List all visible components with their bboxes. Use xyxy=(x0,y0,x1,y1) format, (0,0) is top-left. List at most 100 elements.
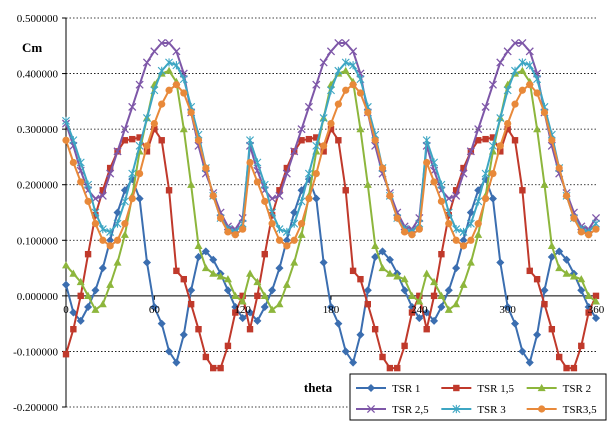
data-point xyxy=(320,142,328,150)
data-point xyxy=(201,263,210,272)
data-point xyxy=(260,302,269,311)
data-point xyxy=(91,220,100,228)
data-point xyxy=(423,158,431,167)
data-point xyxy=(386,192,394,200)
data-point xyxy=(379,353,386,361)
data-point xyxy=(511,100,519,108)
data-point xyxy=(540,108,549,117)
data-point xyxy=(268,286,277,295)
data-point xyxy=(341,66,350,74)
legend-label: TSR 2 xyxy=(563,383,591,395)
data-point xyxy=(511,319,520,328)
data-point xyxy=(335,137,342,144)
data-point xyxy=(533,125,542,133)
data-point xyxy=(349,61,358,70)
data-point xyxy=(297,220,306,228)
data-point xyxy=(312,194,321,203)
data-point xyxy=(459,169,468,178)
data-point xyxy=(157,319,166,328)
data-point xyxy=(179,330,188,339)
data-point xyxy=(475,137,482,144)
data-point xyxy=(327,119,335,128)
data-point xyxy=(282,227,291,237)
data-point xyxy=(386,364,394,372)
data-point xyxy=(578,342,585,350)
data-point xyxy=(385,269,394,277)
data-point xyxy=(217,364,224,372)
legend-label: TSR 3 xyxy=(477,404,506,416)
data-point xyxy=(246,308,255,317)
data-point xyxy=(466,208,475,217)
data-point xyxy=(555,263,564,272)
data-point xyxy=(423,326,430,333)
data-point xyxy=(76,158,85,167)
data-point xyxy=(327,86,335,95)
data-point xyxy=(232,309,239,316)
data-point xyxy=(282,169,291,178)
data-point xyxy=(585,309,592,316)
data-point xyxy=(466,258,475,266)
data-point xyxy=(481,195,490,203)
legend-marker xyxy=(453,384,460,392)
data-point xyxy=(128,195,136,203)
data-point xyxy=(283,242,291,250)
data-point xyxy=(496,113,505,123)
data-point xyxy=(474,197,483,206)
data-point xyxy=(356,75,365,84)
data-point xyxy=(223,275,232,283)
data-point xyxy=(312,141,321,150)
data-point xyxy=(393,214,401,222)
data-point xyxy=(282,280,291,288)
data-point xyxy=(570,214,578,222)
data-point xyxy=(385,255,394,264)
data-point xyxy=(525,61,534,70)
data-point xyxy=(400,275,409,283)
data-point xyxy=(187,108,195,117)
y-tick-label: 0.200000 xyxy=(17,180,59,192)
data-point xyxy=(474,220,482,228)
data-point xyxy=(585,231,593,239)
data-point xyxy=(216,214,225,222)
data-point xyxy=(357,275,364,283)
tick-labels: -0.200000 -0.100000 0.000000 0.100000 0.2000… xyxy=(13,13,605,414)
data-point xyxy=(91,305,100,313)
data-point xyxy=(128,102,137,111)
data-point xyxy=(415,314,424,323)
data-point xyxy=(540,286,549,295)
data-point xyxy=(261,250,268,258)
data-point xyxy=(349,267,357,275)
data-point xyxy=(474,125,483,134)
data-point xyxy=(326,47,336,56)
data-point xyxy=(511,66,520,75)
legend-item: TSR 3 xyxy=(441,404,506,416)
data-point xyxy=(187,180,196,188)
data-point xyxy=(275,264,284,273)
data-point xyxy=(555,164,563,172)
data-point xyxy=(172,81,181,89)
data-point xyxy=(121,137,129,144)
data-point xyxy=(62,351,70,358)
x-tick-label: 180 xyxy=(323,304,340,316)
data-point xyxy=(430,316,439,325)
data-point xyxy=(503,47,512,56)
data-point xyxy=(415,225,423,233)
data-point xyxy=(445,220,453,228)
x-tick-label: 300 xyxy=(499,304,516,316)
data-point xyxy=(98,191,107,200)
legend-item: TSR 2 xyxy=(526,383,591,395)
x-tick-label: 360 xyxy=(588,304,605,316)
legend-item: TSR 2,5 xyxy=(356,404,429,416)
data-point xyxy=(253,316,262,325)
data-point xyxy=(223,286,232,295)
data-point xyxy=(378,164,387,172)
data-point xyxy=(136,170,144,178)
data-point xyxy=(327,125,335,133)
data-point xyxy=(283,164,291,172)
data-point xyxy=(533,89,541,97)
data-point xyxy=(504,125,511,133)
data-point xyxy=(142,258,151,267)
legend-marker xyxy=(366,404,376,414)
data-point xyxy=(246,158,254,167)
data-point xyxy=(592,292,600,300)
data-point xyxy=(319,258,328,267)
